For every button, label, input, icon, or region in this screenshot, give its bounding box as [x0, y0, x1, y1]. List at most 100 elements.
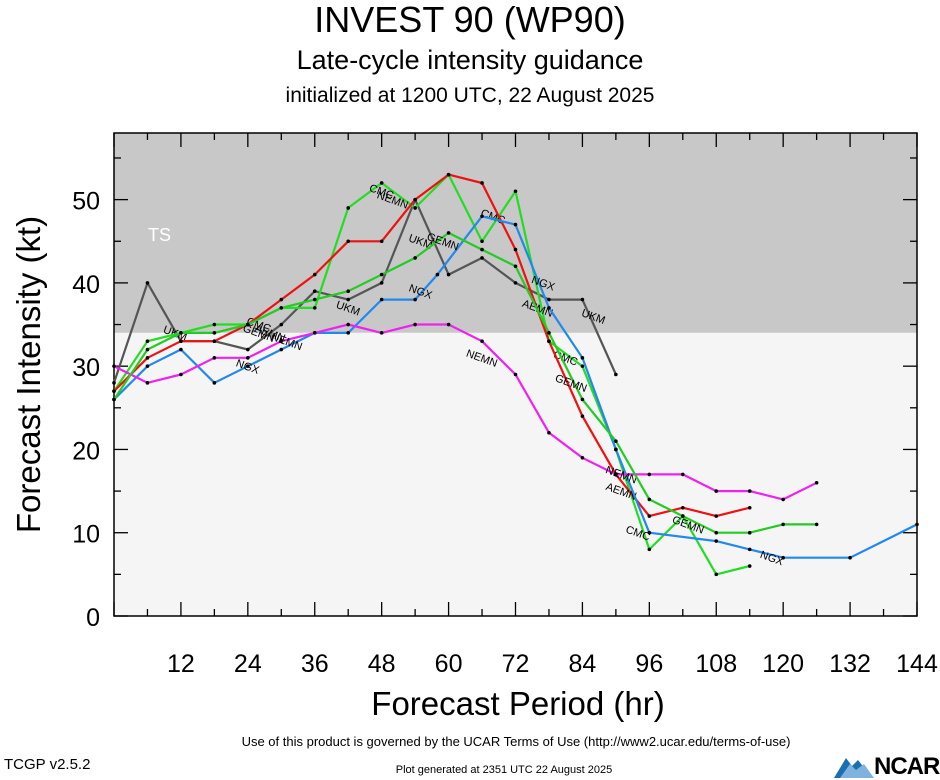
x-tick-label: 132 — [829, 650, 871, 678]
data-point-ukm — [547, 297, 551, 302]
data-point-nemn — [312, 331, 317, 335]
data-point-ukm — [480, 256, 484, 260]
data-point-gemn — [580, 397, 585, 402]
data-point-ngx — [513, 222, 518, 227]
chart-title: INVEST 90 (WP90) — [314, 0, 626, 40]
ncar-logo: NCAR — [832, 752, 940, 780]
data-point-nemn — [279, 339, 284, 343]
data-point-nemn — [814, 480, 819, 485]
data-point-gemn — [346, 289, 351, 294]
x-tick-label: 120 — [762, 650, 804, 678]
data-point-nemn — [346, 322, 351, 327]
data-point-nemn — [547, 430, 551, 435]
x-tick-label: 24 — [234, 650, 262, 678]
data-point-ukm — [346, 297, 351, 302]
data-point-gemn — [312, 297, 317, 302]
data-point-ukm — [246, 347, 250, 352]
data-point-nemn — [145, 381, 150, 385]
data-point-aemn — [413, 197, 417, 202]
data-point-gemn — [279, 306, 284, 310]
data-point-nemn — [714, 489, 719, 493]
data-point-nemn — [112, 364, 116, 368]
data-point-gemn — [145, 347, 150, 352]
data-point-ngx — [480, 214, 484, 219]
data-point-gemn — [680, 514, 685, 518]
data-point-ukm — [379, 281, 384, 285]
series-line-cmc — [113, 173, 750, 576]
data-point-cmc — [413, 206, 417, 210]
data-point-cmc — [379, 181, 384, 185]
data-point-gemn — [513, 264, 518, 269]
data-point-ngx — [179, 347, 183, 352]
plot-generated-time: Plot generated at 2351 UTC 22 August 202… — [395, 764, 613, 776]
data-point-ukm — [312, 289, 317, 294]
data-point-ngx — [435, 272, 440, 277]
data-point-nemn — [446, 322, 451, 327]
data-point-aemn — [279, 297, 284, 302]
data-point-nemn — [747, 489, 752, 493]
data-point-nemn — [647, 472, 652, 477]
data-point-ngx — [714, 539, 719, 543]
data-point-cmc — [513, 189, 518, 194]
data-point-ukm — [446, 272, 451, 277]
data-point-aemn — [747, 505, 752, 510]
data-point-ukm — [279, 322, 284, 327]
y-tick-label: 0 — [86, 604, 100, 632]
data-point-ukm — [580, 297, 585, 302]
data-point-aemn — [145, 356, 150, 360]
x-tick-label: 108 — [695, 650, 737, 678]
data-point-gemn — [547, 331, 551, 335]
x-tick-label: 144 — [896, 650, 938, 678]
data-point-aemn — [480, 181, 484, 185]
data-point-ngx — [413, 297, 417, 302]
x-tick-label: 12 — [167, 650, 195, 678]
data-point-nemn — [580, 455, 585, 460]
data-point-gemn — [379, 272, 384, 277]
data-point-aemn — [446, 172, 451, 177]
series-line-gemn — [113, 231, 817, 534]
y-tick-label: 10 — [72, 521, 100, 549]
data-point-aemn — [580, 414, 585, 418]
data-point-ngx — [614, 447, 618, 452]
series-line-nemn — [113, 323, 818, 501]
data-point-ngx — [379, 297, 384, 302]
data-point-gemn — [714, 530, 719, 535]
terms-of-use-note: Use of this product is governed by the U… — [241, 734, 791, 749]
data-point-gemn — [246, 322, 250, 327]
data-point-gemn — [413, 256, 417, 260]
version-label: TCGP v2.5.2 — [4, 756, 91, 773]
series-line-ngx — [113, 215, 918, 559]
data-point-ngx — [246, 364, 250, 368]
data-point-cmc — [212, 322, 217, 327]
data-point-gemn — [112, 397, 116, 402]
data-point-aemn — [312, 272, 317, 277]
data-point-aemn — [346, 239, 351, 244]
data-point-ukm — [145, 281, 150, 285]
init-time-label: initialized at 1200 UTC, 22 August 2025 — [285, 84, 655, 107]
data-point-gemn — [781, 522, 785, 527]
intensity-band-below-ts — [114, 332, 917, 616]
data-point-gemn — [647, 497, 652, 502]
ncar-logo-text: NCAR — [874, 753, 940, 780]
data-point-aemn — [379, 239, 384, 244]
data-point-ngx — [346, 331, 351, 335]
data-point-cmc — [480, 239, 484, 244]
data-point-nemn — [614, 472, 618, 477]
y-tick-label: 40 — [72, 271, 100, 299]
data-point-aemn — [179, 339, 183, 343]
data-point-ukm — [614, 372, 618, 377]
data-point-gemn — [614, 439, 618, 443]
data-point-aemn — [212, 339, 217, 343]
data-point-cmc — [747, 564, 752, 568]
data-point-aemn — [647, 514, 652, 518]
data-point-ngx — [781, 555, 785, 560]
data-point-ngx — [647, 530, 652, 535]
data-point-gemn — [814, 522, 819, 527]
y-tick-label: 50 — [72, 188, 100, 216]
data-point-ukm — [513, 281, 518, 285]
series-line-aemn — [113, 173, 750, 518]
data-point-cmc — [714, 572, 719, 577]
data-point-aemn — [513, 247, 518, 252]
data-point-gemn — [747, 530, 752, 535]
